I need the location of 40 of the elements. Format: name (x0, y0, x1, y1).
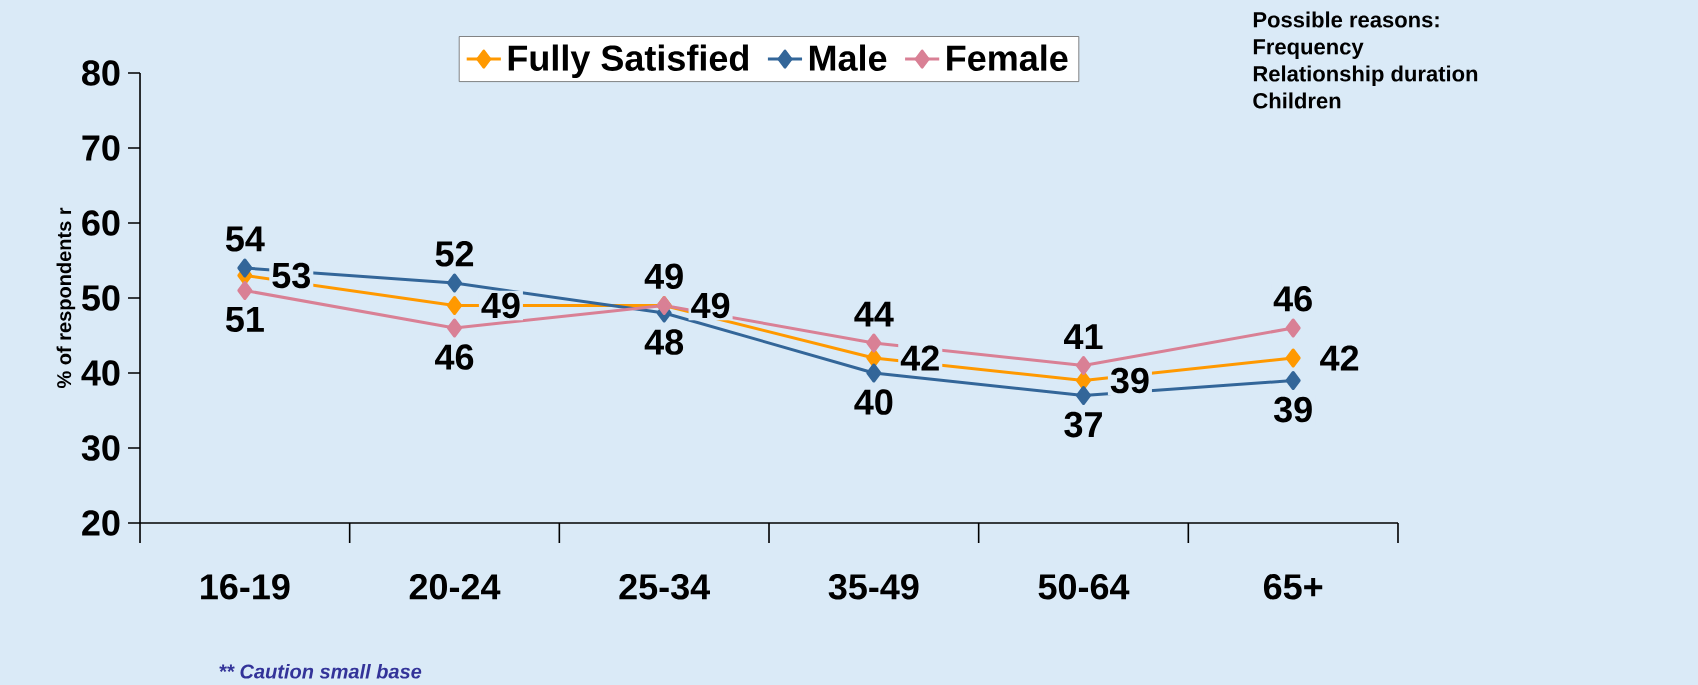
data-label: 48 (644, 329, 684, 355)
data-label: 49 (691, 292, 730, 319)
y-tick-label: 30 (81, 435, 120, 461)
x-tick-label: 35-49 (828, 574, 919, 600)
data-label: 51 (225, 306, 264, 332)
data-label: 44 (854, 301, 894, 327)
data-label: 39 (1110, 367, 1149, 394)
x-tick-label: 65+ (1263, 574, 1323, 600)
data-label: 41 (1064, 324, 1103, 350)
text: Frequency (1253, 39, 1364, 59)
data-label: 49 (644, 263, 683, 290)
data-label: 53 (272, 262, 310, 289)
annotation: Relationship duration (1253, 65, 1478, 86)
x-tick-label: 50-64 (1038, 574, 1130, 600)
data-label: 46 (435, 344, 474, 370)
legend-label: Male (809, 44, 887, 71)
data-label: 40 (854, 389, 893, 415)
text: Possible reasons: (1253, 11, 1439, 28)
annotation: Children (1253, 92, 1341, 109)
data-label: 54 (225, 226, 265, 252)
x-tick-label: 25-34 (619, 574, 710, 600)
y-axis-title: % of respondents r (56, 207, 76, 389)
data-label: 52 (435, 241, 474, 267)
data-label: 49 (481, 292, 520, 319)
y-tick-label: 80 (82, 60, 120, 86)
data-label: 42 (1320, 345, 1359, 371)
data-label: 46 (1273, 286, 1312, 312)
y-tick-label: 50 (82, 285, 120, 311)
legend-label: Female (947, 44, 1068, 71)
data-label: 39 (1273, 396, 1312, 423)
y-tick-label: 20 (82, 510, 120, 536)
y-tick-label: 40 (81, 360, 120, 386)
legend-label: Fully Satisfied (508, 44, 749, 79)
data-label: 37 (1064, 411, 1102, 438)
y-tick-label: 60 (82, 210, 120, 236)
y-tick-label: 70 (82, 135, 120, 161)
x-tick-label: 16-19 (201, 574, 290, 600)
x-tick-label: 20-24 (409, 574, 501, 600)
data-label: 42 (900, 345, 939, 371)
text: ** Caution small base (219, 663, 422, 679)
